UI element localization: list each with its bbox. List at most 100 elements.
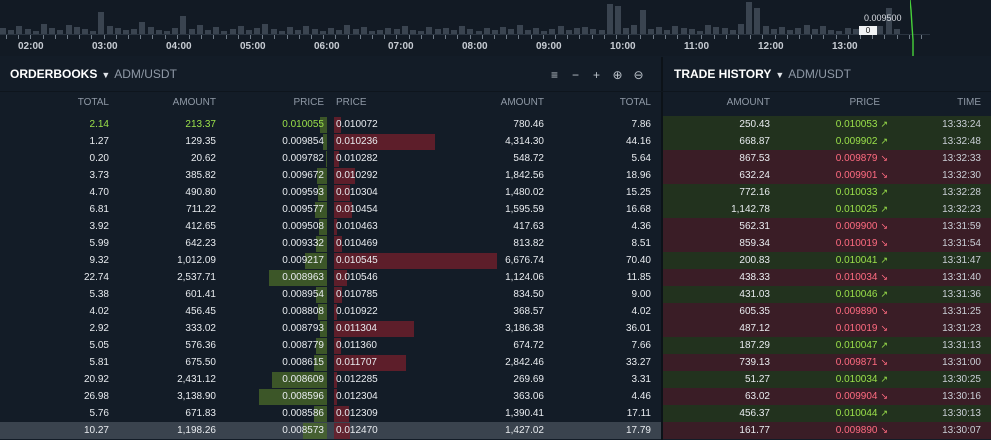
trade-history-title[interactable]: TRADE HISTORY [674,67,772,81]
bid-row[interactable]: 2.14 213.37 0.010055 [0,116,330,133]
trade-row[interactable]: 605.35 0.009890 ↘ 13:31:25 [663,303,991,320]
trade-row[interactable]: 438.33 0.010034 ↘ 13:31:40 [663,269,991,286]
ask-row[interactable]: 0.010282 548.72 5.64 [330,150,661,167]
trade-row[interactable]: 859.34 0.010019 ↘ 13:31:54 [663,235,991,252]
volume-bar [32,31,39,34]
time-label: 13:00 [832,41,858,52]
bid-row[interactable]: 5.99 642.23 0.009332 [0,235,330,252]
bid-row[interactable]: 5.38 601.41 0.008954 [0,286,330,303]
bid-row[interactable]: 22.74 2,537.71 0.008963 [0,269,330,286]
trade-row[interactable]: 562.31 0.009900 ↘ 13:31:59 [663,218,991,235]
plus-icon[interactable]: + [592,67,600,82]
trade-row[interactable]: 250.43 0.010053 ↗ 13:33:24 [663,116,991,133]
ask-total-header: TOTAL [619,97,651,108]
volume-bar [762,26,769,34]
trade-row[interactable]: 632.24 0.009901 ↘ 13:32:30 [663,167,991,184]
axis-tick [664,35,666,39]
ask-row[interactable]: 0.010072 780.46 7.86 [330,116,661,133]
trade-row[interactable]: 51.27 0.010034 ↗ 13:30:25 [663,371,991,388]
ask-row[interactable]: 0.010304 1,480.02 15.25 [330,184,661,201]
trade-row[interactable]: 772.16 0.010033 ↗ 13:32:28 [663,184,991,201]
bid-row[interactable]: 0.20 20.62 0.009782 [0,150,330,167]
axis-tick [152,35,154,39]
arrow-up-right-icon: ↗ [880,408,888,418]
trade-row[interactable]: 431.03 0.010046 ↗ 13:31:36 [663,286,991,303]
bid-row[interactable]: 1.27 129.35 0.009854 [0,133,330,150]
bid-depth-bar [272,372,327,388]
ask-total: 4.02 [631,306,651,317]
trade-time: 13:31:36 [942,289,981,300]
bid-row[interactable]: 5.05 576.36 0.008779 [0,337,330,354]
bid-row[interactable]: 9.32 1,012.09 0.009217 [0,252,330,269]
trade-row[interactable]: 187.29 0.010047 ↗ 13:31:13 [663,337,991,354]
orderbook-header[interactable]: ORDERBOOKS ▼ ADM/USDT [10,57,177,91]
trade-row[interactable]: 1,142.78 0.010025 ↗ 13:32:23 [663,201,991,218]
ask-row[interactable]: 0.012470 1,427.02 17.79 [330,422,661,439]
trade-row[interactable]: 161.77 0.009890 ↘ 13:30:07 [663,422,991,439]
ask-row[interactable]: 0.012304 363.06 4.46 [330,388,661,405]
ask-row[interactable]: 0.011360 674.72 7.66 [330,337,661,354]
bid-row[interactable]: 20.92 2,431.12 0.008609 [0,371,330,388]
axis-tick [835,35,837,39]
time-label: 04:00 [166,41,192,52]
bid-row[interactable]: 6.81 711.22 0.009577 [0,201,330,218]
bid-row[interactable]: 4.70 490.80 0.009593 [0,184,330,201]
trade-row[interactable]: 867.53 0.009879 ↘ 13:32:33 [663,150,991,167]
price-chart[interactable]: 02:00 03:00 04:00 05:00 06:00 07:00 08:00 09:00… [0,0,991,56]
depth-toggle-icon[interactable]: ≡ [550,67,558,82]
bid-row[interactable]: 26.98 3,138.90 0.008596 [0,388,330,405]
volume-bar [303,26,310,34]
chevron-down-icon[interactable]: ▼ [775,70,785,80]
ask-row[interactable]: 0.010785 834.50 9.00 [330,286,661,303]
bid-row[interactable]: 5.76 671.83 0.008586 [0,405,330,422]
volume-bar [418,31,425,34]
trade-row[interactable]: 456.37 0.010044 ↗ 13:30:13 [663,405,991,422]
arrow-down-right-icon: ↘ [880,238,888,248]
bid-row[interactable]: 3.73 385.82 0.009672 [0,167,330,184]
ask-amount: 4,314.30 [505,136,544,147]
bid-row[interactable]: 5.81 675.50 0.008615 [0,354,330,371]
ask-price: 0.010469 [336,238,378,249]
ask-row[interactable]: 0.011304 3,186.38 36.01 [330,320,661,337]
ask-row[interactable]: 0.010236 4,314.30 44.16 [330,133,661,150]
axis-tick [140,35,142,39]
ask-row[interactable]: 0.012285 269.69 3.31 [330,371,661,388]
trade-row[interactable]: 487.12 0.010019 ↘ 13:31:23 [663,320,991,337]
volume-bars [0,0,930,34]
trade-amount: 200.83 [739,255,770,266]
ask-row[interactable]: 0.010545 6,676.74 70.40 [330,252,661,269]
bid-row[interactable]: 10.27 1,198.26 0.008573 [0,422,330,439]
minus-icon[interactable]: − [571,67,579,82]
zoom-in-icon[interactable]: ⊕ [612,67,623,82]
ask-amount: 780.46 [513,119,544,130]
trade-time: 13:32:48 [942,136,981,147]
volume-bar [549,29,556,34]
trade-row[interactable]: 63.02 0.009904 ↘ 13:30:16 [663,388,991,405]
trade-amount: 438.33 [739,272,770,283]
bid-row[interactable]: 4.02 456.45 0.008808 [0,303,330,320]
trade-row[interactable]: 739.13 0.009871 ↘ 13:31:00 [663,354,991,371]
ask-row[interactable]: 0.010292 1,842.56 18.96 [330,167,661,184]
orderbook-title[interactable]: ORDERBOOKS [10,67,98,81]
ask-row[interactable]: 0.012309 1,390.41 17.11 [330,405,661,422]
trade-row[interactable]: 200.83 0.010041 ↗ 13:31:47 [663,252,991,269]
zoom-out-icon[interactable]: ⊖ [633,67,644,82]
ask-row[interactable]: 0.010922 368.57 4.02 [330,303,661,320]
bid-row[interactable]: 3.92 412.65 0.009508 [0,218,330,235]
arrow-down-right-icon: ↘ [880,357,888,367]
ask-row[interactable]: 0.010463 417.63 4.36 [330,218,661,235]
chevron-down-icon[interactable]: ▼ [101,70,111,80]
time-label: 02:00 [18,41,44,52]
volume-bar [205,30,211,34]
ask-row[interactable]: 0.011707 2,842.46 33.27 [330,354,661,371]
volume-bar [16,26,23,34]
arrow-down-right-icon: ↘ [880,323,888,333]
ask-row[interactable]: 0.010469 813.82 8.51 [330,235,661,252]
trade-row[interactable]: 668.87 0.009902 ↗ 13:32:48 [663,133,991,150]
trade-history-header[interactable]: TRADE HISTORY ▼ ADM/USDT [674,57,851,91]
trade-price-cell: 0.009890 ↘ [783,422,888,439]
ask-row[interactable]: 0.010546 1,124.06 11.85 [330,269,661,286]
bid-row[interactable]: 2.92 333.02 0.008793 [0,320,330,337]
ask-amount: 3,186.38 [505,323,544,334]
ask-row[interactable]: 0.010454 1,595.59 16.68 [330,201,661,218]
